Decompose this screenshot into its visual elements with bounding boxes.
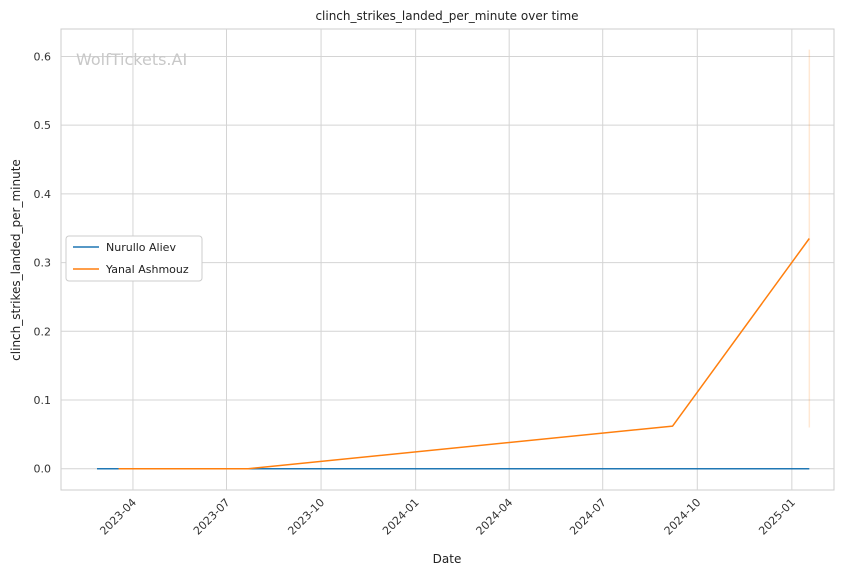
y-tick-label: 0.4 [34, 188, 52, 201]
y-tick-label: 0.5 [34, 119, 52, 132]
legend-label-1: Yanal Ashmouz [105, 263, 189, 276]
x-tick-label: 2025-01 [756, 496, 798, 538]
legend-box [65, 235, 203, 282]
y-tick-label: 0.1 [34, 394, 52, 407]
x-tick-label: 2023-07 [191, 496, 233, 538]
chart-title: clinch_strikes_landed_per_minute over ti… [315, 9, 578, 23]
y-tick-label: 0.2 [34, 325, 52, 338]
x-tick-labels: 2023-04 2023-07 2023-10 2024-01 2024-04 2024-… [97, 496, 798, 538]
x-tick-label: 2023-10 [285, 496, 327, 538]
y-axis-title: clinch_strikes_landed_per_minute [9, 159, 23, 361]
x-tick-label: 2024-07 [567, 496, 609, 538]
y-tick-labels: 0.0 0.1 0.2 0.3 0.4 0.5 0.6 [34, 50, 52, 475]
y-tick-label: 0.3 [34, 257, 52, 270]
x-tick-label: 2024-10 [662, 496, 704, 538]
x-tick-label: 2024-01 [380, 496, 422, 538]
legend: Nurullo Aliev Yanal Ashmouz [65, 235, 203, 282]
x-tick-label: 2023-04 [97, 496, 139, 538]
series-line-1 [118, 238, 810, 470]
x-tick-label: 2024-04 [474, 496, 516, 538]
y-tick-label: 0.6 [34, 50, 52, 63]
x-axis-title: Date [433, 552, 462, 566]
watermark: WolfTickets.AI [76, 50, 187, 69]
legend-label-0: Nurullo Aliev [106, 241, 176, 254]
series-lines [97, 238, 810, 470]
y-tick-label: 0.0 [34, 463, 52, 476]
